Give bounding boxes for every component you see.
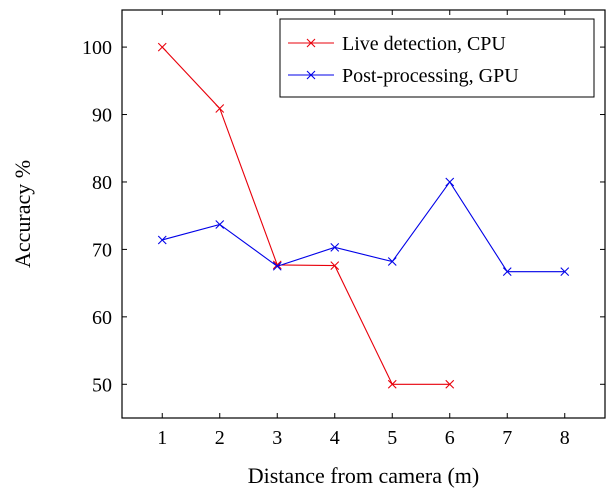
- data-point: [560, 267, 570, 277]
- data-point: [445, 177, 455, 187]
- y-tick-label: 60: [92, 307, 112, 329]
- legend-item: Post-processing, GPU: [288, 65, 519, 87]
- y-tick-label: 90: [92, 105, 112, 127]
- x-tick-label: 3: [272, 427, 282, 449]
- legend-label: Post-processing, GPU: [342, 65, 519, 87]
- data-point: [445, 379, 455, 389]
- x-tick-label: 4: [330, 427, 340, 449]
- y-tick-label: 80: [92, 172, 112, 194]
- series-layer: [157, 42, 570, 389]
- series-line: [162, 180, 565, 273]
- y-tick-label: 50: [92, 374, 112, 396]
- data-point: [387, 379, 397, 389]
- y-axis-label: Accuracy %: [10, 160, 35, 268]
- data-point: [330, 261, 340, 270]
- legend-marker: [306, 38, 316, 48]
- data-point: [157, 42, 167, 52]
- legend-item: Live detection, CPU: [288, 33, 506, 55]
- data-point: [272, 261, 282, 271]
- data-point: [215, 220, 225, 229]
- x-tick-label: 8: [560, 427, 570, 449]
- x-tick-label: 2: [215, 427, 225, 449]
- series-line: [161, 46, 450, 385]
- y-tick-label: 100: [82, 37, 112, 59]
- ticks-layer: 1 2 3 4 5 6 7 8 50 60 70 80 90 100: [82, 10, 605, 449]
- plot-frame: [121, 9, 606, 419]
- series-2: [157, 177, 570, 277]
- data-point: [215, 104, 225, 113]
- data-point: [157, 235, 167, 245]
- legend: Live detection, CPU Post-processing, GPU: [279, 18, 595, 98]
- data-point: [387, 257, 397, 266]
- data-point: [272, 260, 282, 270]
- legend-label: Live detection, CPU: [342, 33, 506, 55]
- data-point: [502, 267, 512, 277]
- legend-marker: [306, 70, 316, 80]
- x-tick-label: 5: [387, 427, 397, 449]
- x-axis-label: Distance from camera (m): [248, 463, 480, 488]
- x-tick-label: 1: [157, 427, 167, 449]
- series-1: [157, 42, 455, 389]
- x-tick-label: 7: [502, 427, 512, 449]
- labels-layer: Distance from camera (m) Accuracy %: [10, 160, 479, 488]
- data-point: [330, 242, 340, 252]
- legend-box: [279, 18, 595, 98]
- x-tick-label: 6: [445, 427, 455, 449]
- y-tick-label: 70: [92, 239, 112, 261]
